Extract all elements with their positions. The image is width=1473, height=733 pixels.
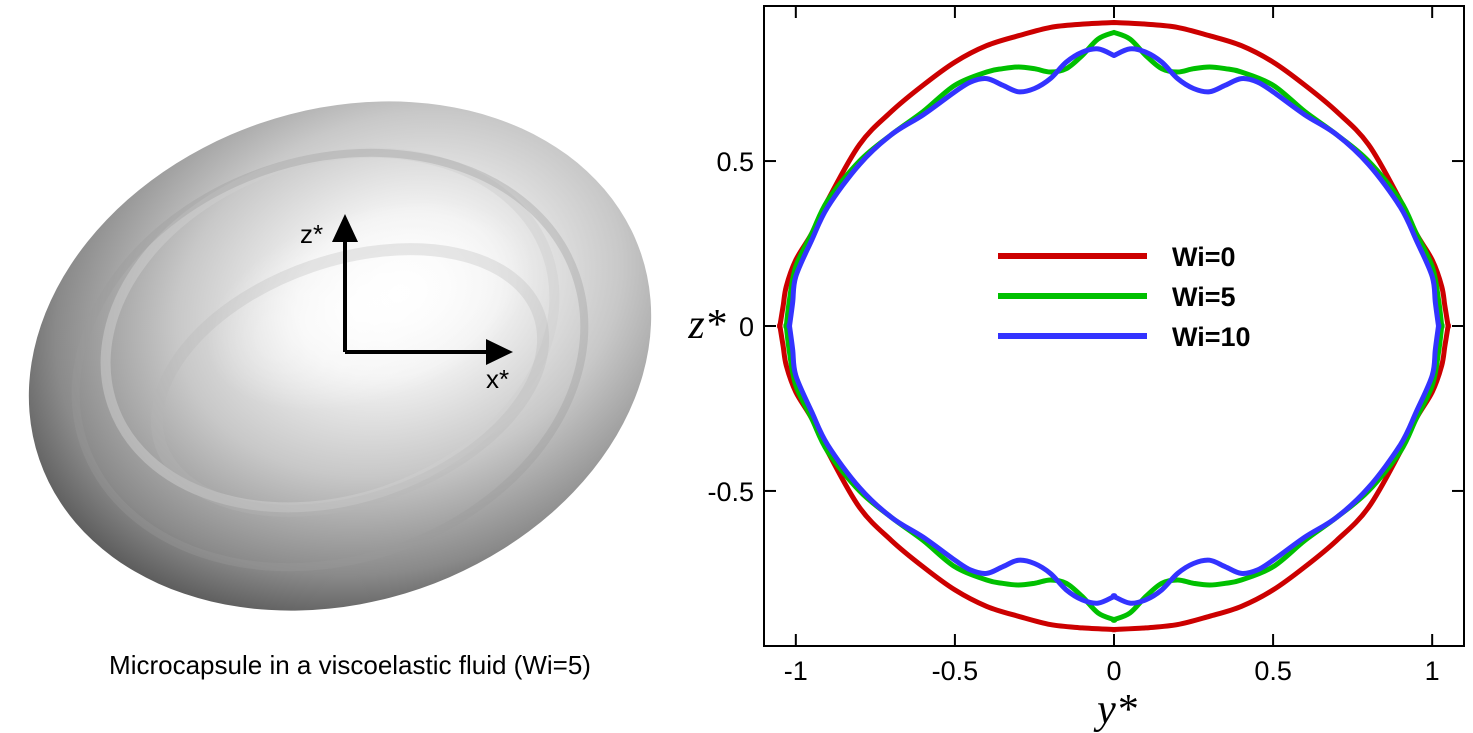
plot-frame	[763, 5, 1465, 647]
legend-label-3: Wi=10	[1172, 322, 1251, 352]
x-tick-label: -1	[784, 656, 808, 686]
legend-label-2: Wi=5	[1172, 282, 1236, 312]
capsule-render: z* x*	[28, 101, 652, 611]
series-line-1	[777, 20, 1451, 633]
legend-label-1: Wi=0	[1172, 242, 1236, 272]
x-axis-title: y*	[1093, 687, 1137, 733]
x-tick-label: 0	[1106, 656, 1121, 686]
x-axis-label: x*	[486, 364, 509, 394]
series-line-3	[786, 46, 1442, 606]
x-tick-label: -0.5	[932, 656, 979, 686]
capsule-body	[28, 101, 652, 611]
y-axis-title: z*	[687, 302, 725, 348]
x-ticks: -1 -0.5 0 0.5 1	[784, 6, 1440, 686]
y-tick-label: -0.5	[707, 477, 754, 507]
y-ticks: -0.5 0 0.5	[707, 147, 1464, 507]
legend: Wi=0 Wi=5 Wi=10	[998, 242, 1251, 352]
y-tick-label: 0	[739, 312, 754, 342]
capsule-render-panel: z* x* Microcapsule in a viscoelastic flu…	[0, 0, 700, 733]
capsule-caption: Microcapsule in a viscoelastic fluid (Wi…	[109, 650, 591, 680]
y-tick-label: 0.5	[716, 147, 754, 177]
x-tick-label: 0.5	[1254, 656, 1292, 686]
z-axis-label: z*	[300, 219, 323, 249]
series-layer	[777, 20, 1451, 633]
x-tick-label: 1	[1425, 656, 1440, 686]
capsule-axes: z* x*	[300, 214, 513, 394]
